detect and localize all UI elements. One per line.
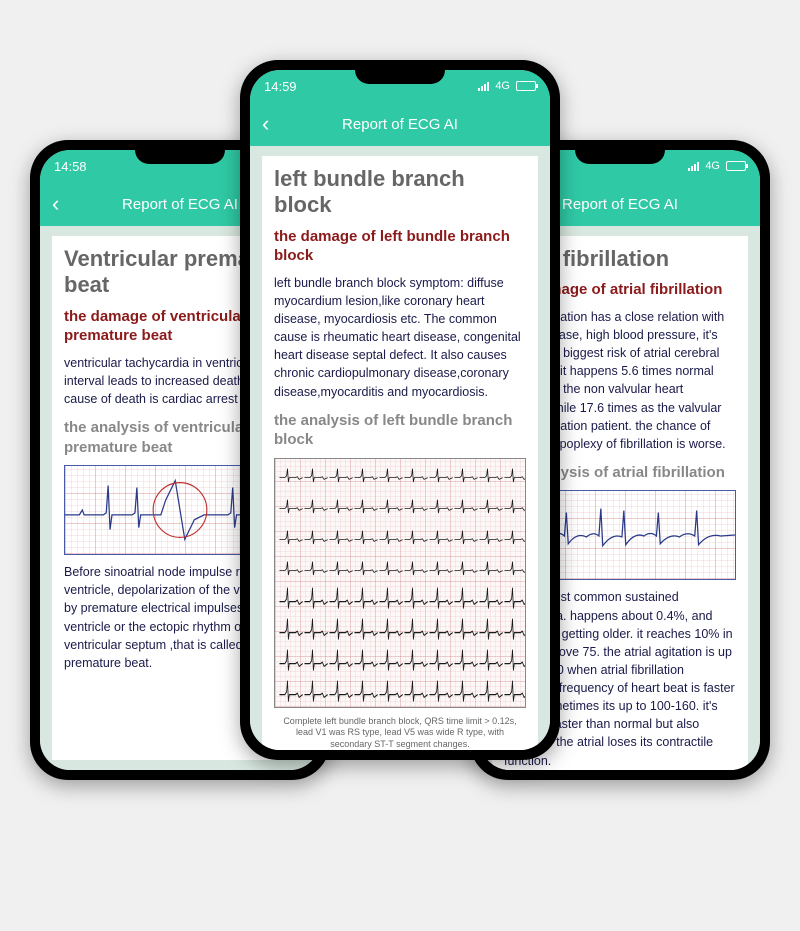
network-label: 4G (495, 80, 510, 92)
nav-title: Report of ECG AI (342, 116, 458, 133)
battery-icon (516, 81, 536, 91)
signal-icon (478, 81, 489, 91)
content-box: left bundle branch block the damage of l… (262, 156, 538, 750)
nav-bar: ‹ Report of ECG AI (250, 102, 550, 146)
signal-icon (688, 161, 699, 171)
nav-title: Report of ECG AI (562, 196, 678, 213)
status-time: 14:58 (54, 159, 87, 174)
analysis-heading: the analysis of left bundle branch block (274, 411, 526, 450)
damage-heading: the damage of left bundle branch block (274, 227, 526, 266)
damage-text: left bundle branch block symptom: diffus… (274, 274, 526, 401)
battery-icon (726, 161, 746, 171)
back-icon[interactable]: ‹ (52, 191, 72, 217)
network-label: 4G (705, 160, 720, 172)
status-right: 4G (688, 160, 746, 172)
status-time: 14:59 (264, 79, 297, 94)
ecg-caption: Complete left bundle branch block, QRS t… (274, 716, 526, 750)
nav-title: Report of ECG AI (122, 196, 238, 213)
back-icon[interactable]: ‹ (262, 111, 282, 137)
phone-center: 14:59 4G ‹ Report of ECG AI left bundle … (240, 60, 560, 760)
content: left bundle branch block the damage of l… (250, 146, 550, 750)
status-right: 4G (478, 80, 536, 92)
screen-center: 14:59 4G ‹ Report of ECG AI left bundle … (250, 70, 550, 750)
status-bar: 14:59 4G (250, 70, 550, 102)
ecg-12lead-chart (274, 458, 526, 708)
page-title: left bundle branch block (274, 166, 526, 219)
